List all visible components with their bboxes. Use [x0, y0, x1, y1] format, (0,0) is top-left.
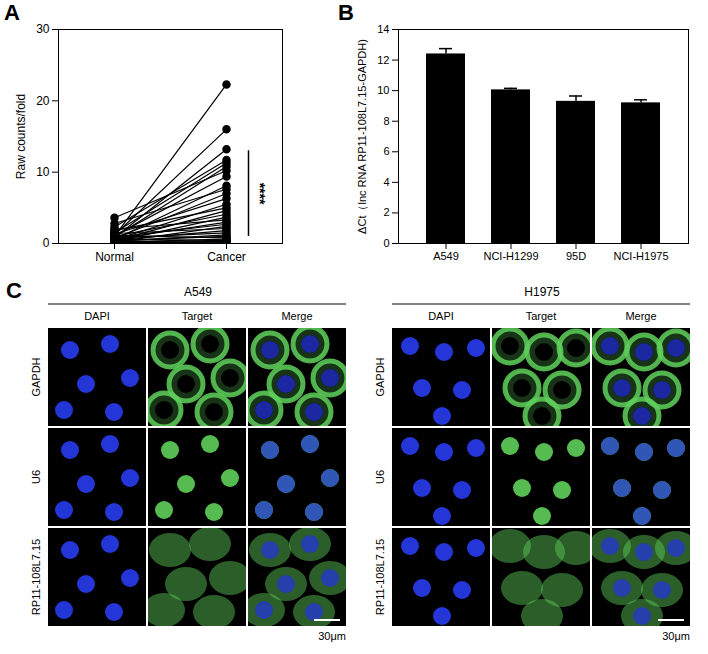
svg-text:****: **** [252, 183, 268, 205]
html-text:B: B [338, 0, 354, 25]
svg-text:GAPDH: GAPDH [374, 357, 386, 396]
svg-text:20: 20 [36, 94, 50, 108]
svg-text:A549: A549 [433, 250, 459, 262]
svg-text:U6: U6 [374, 470, 386, 484]
svg-text:0: 0 [43, 236, 50, 250]
svg-text:A549: A549 [184, 285, 212, 299]
svg-text:95D: 95D [566, 250, 586, 262]
svg-text:RP11-108L7.15: RP11-108L7.15 [374, 539, 386, 615]
svg-text:Target: Target [526, 310, 557, 322]
svg-text:12: 12 [377, 54, 389, 66]
svg-text:GAPDH: GAPDH [30, 357, 42, 396]
svg-text:RP11-108L7.15: RP11-108L7.15 [30, 539, 42, 615]
svg-text:Target: Target [182, 310, 213, 322]
svg-text:DAPI: DAPI [428, 310, 454, 322]
svg-text:Cancer: Cancer [207, 250, 246, 264]
svg-text:4: 4 [383, 176, 389, 188]
svg-text:ΔCt（lnc RNA RP11-108L7.15-GAPD: ΔCt（lnc RNA RP11-108L7.15-GAPDH) [356, 39, 368, 234]
svg-text:30μm: 30μm [662, 630, 690, 642]
svg-text:14: 14 [377, 23, 389, 35]
svg-text:8: 8 [383, 115, 389, 127]
svg-text:6: 6 [383, 145, 389, 157]
svg-text:C: C [6, 278, 22, 303]
svg-text:U6: U6 [30, 470, 42, 484]
svg-text:30μm: 30μm [318, 630, 346, 642]
svg-text:DAPI: DAPI [84, 310, 110, 322]
svg-text:30: 30 [36, 22, 50, 36]
svg-text:Raw counts/fold: Raw counts/fold [14, 94, 28, 179]
svg-text:10: 10 [36, 165, 50, 179]
svg-text:NCI-H1299: NCI-H1299 [483, 250, 538, 262]
svg-text:10: 10 [377, 84, 389, 96]
svg-text:0: 0 [383, 237, 389, 249]
svg-text:Merge: Merge [281, 310, 312, 322]
svg-text:Normal: Normal [95, 250, 134, 264]
svg-text:NCI-H1975: NCI-H1975 [613, 250, 668, 262]
svg-text:2: 2 [383, 206, 389, 218]
svg-text:Merge: Merge [625, 310, 656, 322]
html-text:A: A [4, 0, 20, 25]
svg-text:H1975: H1975 [524, 285, 560, 299]
